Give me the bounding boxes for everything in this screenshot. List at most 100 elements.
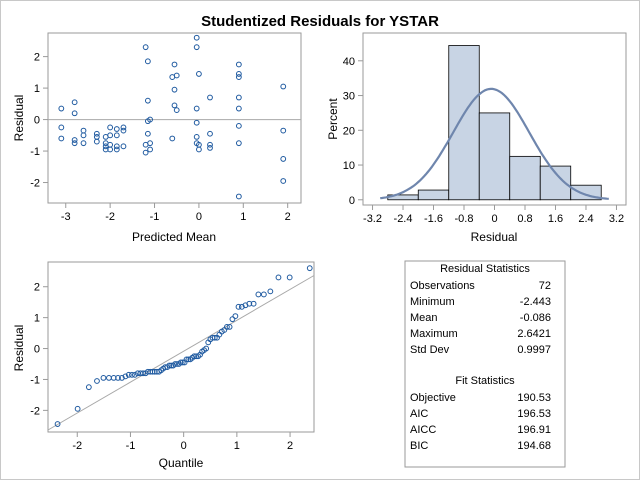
x-tick-label: -2 — [105, 211, 115, 223]
data-point — [173, 107, 180, 114]
data-point — [235, 122, 242, 129]
y-tick-label: -1 — [30, 146, 40, 158]
qq-point — [286, 274, 293, 281]
stat-label: Minimum — [410, 296, 455, 308]
data-point — [58, 124, 65, 131]
histogram-bar — [417, 189, 450, 201]
x-tick-group: -3 -2 -1 0 1 2 — [61, 203, 291, 223]
stat-value: 194.68 — [517, 440, 551, 452]
data-point — [196, 71, 202, 77]
data-point — [71, 140, 78, 147]
qq-point — [132, 371, 138, 378]
data-point — [235, 61, 242, 68]
histogram-bar — [448, 45, 480, 201]
qq-point — [177, 359, 184, 366]
data-point — [144, 130, 151, 137]
data-point — [171, 61, 178, 68]
data-point — [280, 127, 287, 134]
data-point — [80, 140, 87, 147]
qq-point — [235, 303, 242, 310]
y-tick-label: -1 — [30, 374, 40, 386]
data-point — [113, 146, 120, 153]
data-point — [147, 146, 153, 153]
data-point — [171, 86, 178, 93]
data-point — [120, 143, 127, 150]
data-point — [80, 132, 87, 139]
stat-value: 72 — [539, 280, 551, 292]
data-point — [169, 135, 176, 142]
y-tick-label: 1 — [34, 83, 40, 95]
qq-point — [94, 378, 100, 384]
qq-point — [100, 375, 107, 381]
x-tick-label: 0 — [181, 440, 187, 452]
data-point — [113, 143, 120, 150]
y-axis-label: Residual — [12, 95, 26, 142]
data-point — [107, 146, 114, 153]
table-frame — [404, 260, 566, 468]
data-point — [207, 94, 213, 101]
x-axis-label: Predicted Mean — [132, 230, 216, 244]
x-tick-group: -3.2 -2.4 -1.6 -0.8 0 0.8 1.6 2.4 3.2 — [363, 205, 624, 225]
x-tick-label: 1.6 — [548, 213, 563, 225]
qq-point — [122, 373, 129, 380]
data-point — [71, 99, 78, 106]
data-point — [235, 105, 242, 112]
data-point — [142, 44, 149, 51]
data-point — [142, 149, 149, 156]
qq-point — [260, 291, 267, 298]
stat-value: -0.086 — [520, 312, 551, 324]
qq-point — [129, 371, 135, 378]
qq-point — [223, 324, 230, 330]
stat-label: Mean — [410, 312, 438, 324]
x-tick-label: 0.8 — [517, 213, 532, 225]
data-point — [107, 141, 114, 148]
fit-statistics-title: Fit Statistics — [455, 375, 515, 387]
x-tick-label: -2 — [72, 440, 82, 452]
data-point — [144, 58, 151, 65]
stat-label: Objective — [410, 392, 456, 404]
y-axis-label: Residual — [12, 325, 26, 372]
y-tick-group: -2 -1 0 1 2 — [30, 52, 48, 190]
data-point — [93, 138, 100, 145]
data-point — [235, 74, 242, 80]
x-tick-label: -2.4 — [394, 213, 413, 225]
data-point — [93, 133, 100, 140]
normal-density-curve — [380, 87, 609, 200]
stat-label: AIC — [410, 408, 428, 420]
x-tick-label: -1 — [126, 440, 136, 452]
x-axis-label: Residual — [471, 230, 518, 244]
y-tick-label: 0 — [34, 115, 40, 127]
qq-point — [172, 361, 178, 367]
data-point — [196, 146, 202, 153]
qq-point — [115, 375, 121, 381]
plot-frame — [47, 32, 302, 204]
x-tick-label: 2 — [287, 440, 293, 452]
data-point — [235, 193, 242, 200]
qq-point — [106, 375, 112, 381]
data-point — [80, 127, 87, 134]
bar-group — [380, 45, 609, 201]
data-point — [207, 130, 213, 137]
data-point — [113, 132, 120, 139]
qq-point — [125, 371, 132, 378]
qq-point — [54, 421, 61, 427]
x-tick-label: 0 — [491, 213, 497, 225]
stat-label: Observations — [410, 280, 475, 292]
x-tick-label: 2 — [285, 211, 291, 223]
data-point — [280, 178, 287, 184]
data-point — [235, 140, 242, 147]
data-point — [171, 102, 178, 109]
y-tick-label: 20 — [343, 125, 355, 137]
qq-point — [267, 288, 274, 295]
stat-value: 190.53 — [517, 392, 551, 404]
qq-point — [211, 334, 218, 341]
qq-point — [74, 405, 81, 412]
data-point — [120, 124, 127, 131]
qq-point — [140, 370, 146, 377]
data-point — [193, 34, 200, 41]
y-tick-label: 40 — [343, 56, 355, 68]
qq-point — [246, 300, 253, 307]
data-point — [147, 116, 153, 123]
stat-label: BIC — [410, 440, 428, 452]
